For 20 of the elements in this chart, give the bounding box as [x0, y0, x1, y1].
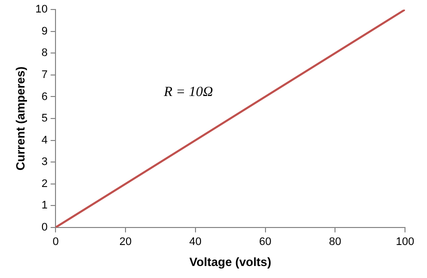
y-tick-label: 0 — [42, 221, 48, 234]
y-tick-label: 4 — [42, 134, 48, 146]
x-tick-label: 0 — [52, 236, 59, 248]
y-tick-label: 8 — [42, 47, 48, 60]
y-axis-title: Current (amperes) — [14, 66, 28, 171]
y-tick-label: 2 — [42, 178, 48, 190]
y-tick-label: 7 — [42, 68, 48, 81]
y-tick-label: 6 — [42, 90, 48, 103]
x-tick-label: 40 — [189, 236, 202, 248]
y-tick-label: 9 — [42, 25, 48, 38]
y-tick-label: 3 — [42, 156, 48, 168]
x-tick-label: 20 — [119, 236, 132, 248]
y-tick-label: 10 — [35, 4, 48, 16]
x-tick-label: 100 — [396, 236, 414, 248]
x-tick-label: 80 — [329, 236, 342, 248]
x-axis-title: Voltage (volts) — [189, 255, 272, 270]
y-tick-label: 1 — [42, 200, 48, 212]
y-tick-label: 5 — [42, 112, 48, 125]
x-tick-label: 60 — [259, 236, 272, 248]
annotation: R = 10Ω — [162, 85, 213, 100]
